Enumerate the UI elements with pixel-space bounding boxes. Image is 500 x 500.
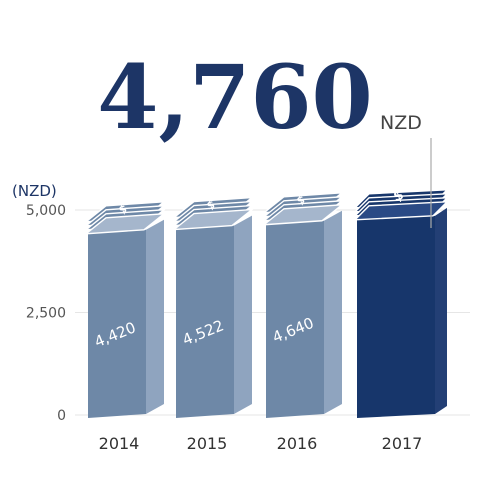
bar: [266, 220, 324, 418]
bars: $4,420$4,522$4,640$: [83, 187, 449, 418]
x-axis-ticks: 2014 2015 2016 2017: [99, 434, 423, 453]
y-tick-label: 2,500: [26, 306, 66, 322]
bar-group: $4,640: [261, 191, 345, 418]
y-tick-label: 5,000: [26, 203, 66, 219]
dollar-bill-stack-icon: $: [83, 200, 167, 235]
bar-group: $4,522: [171, 196, 255, 418]
bill-top: [353, 201, 449, 221]
dollar-bill-stack-icon: $: [261, 191, 345, 226]
headline-value: 4,760: [97, 45, 373, 149]
bar-group: $: [353, 187, 449, 418]
dollar-sign-icon: $: [117, 202, 129, 217]
y-tick-label: 0: [57, 408, 66, 424]
bill-top: [261, 203, 345, 226]
y-axis-ticks: 0 2,500 5,000: [26, 203, 66, 424]
bar-side: [234, 215, 252, 414]
bill-top: [83, 212, 167, 235]
headline-unit: NZD: [380, 112, 422, 134]
bar-side: [146, 219, 164, 414]
dollar-bill-stack-icon: $: [353, 187, 449, 221]
x-tick-label: 2017: [382, 434, 423, 453]
x-tick-label: 2015: [187, 434, 228, 453]
dollar-bill-stack-icon: $: [171, 196, 255, 231]
bar: [88, 229, 146, 418]
dollar-sign-icon: $: [295, 193, 307, 208]
dollar-sign-icon: $: [205, 198, 217, 213]
x-tick-label: 2014: [99, 434, 140, 453]
bar-side: [435, 207, 447, 414]
y-axis-label: (NZD): [12, 182, 57, 200]
x-tick-label: 2016: [277, 434, 318, 453]
bar-group: $4,420: [83, 200, 167, 418]
bar: [176, 225, 234, 418]
bar: [357, 215, 435, 418]
bill-top: [171, 208, 255, 231]
bar-side: [324, 210, 342, 414]
